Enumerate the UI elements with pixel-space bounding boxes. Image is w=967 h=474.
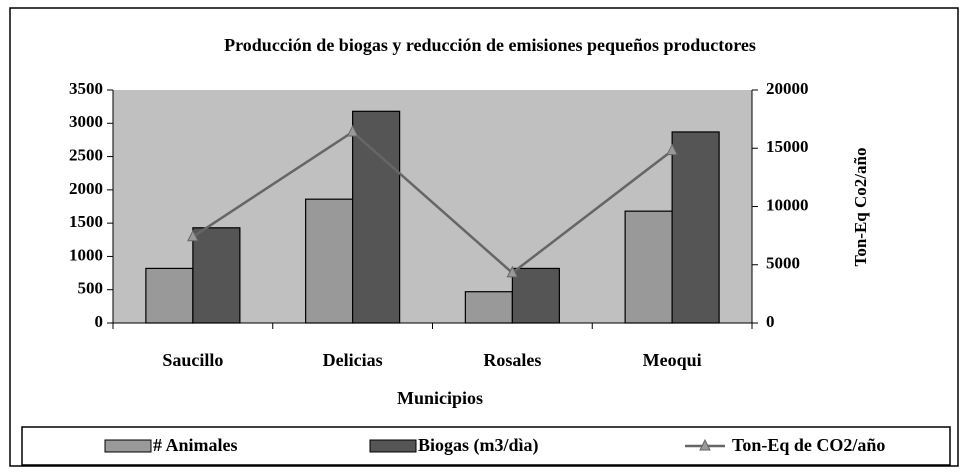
y2-tick-label: 0	[766, 312, 775, 331]
line-marker	[666, 143, 678, 156]
legend-label: # Animales	[153, 435, 238, 455]
x-axis-label: Municipios	[397, 388, 483, 408]
y-tick-label: 3500	[69, 79, 103, 98]
x-tick-label: Rosales	[483, 350, 541, 370]
legend-label: Biogas (m3/dìa)	[418, 435, 539, 456]
y2-tick-label: 20000	[766, 79, 809, 98]
bar	[305, 198, 354, 324]
legend-swatch	[369, 439, 417, 453]
y-tick-label: 1000	[69, 245, 103, 264]
line-marker	[346, 124, 359, 137]
legend-swatch	[104, 439, 152, 453]
bar	[511, 267, 560, 324]
legend-box	[21, 426, 951, 466]
bar	[352, 110, 401, 324]
x-tick-label: Delicias	[323, 350, 383, 370]
y2-tick-label: 15000	[766, 137, 809, 156]
bar	[192, 227, 241, 324]
line	[192, 130, 673, 275]
x-tick-label: Meoqui	[643, 350, 702, 370]
y-tick-label: 2500	[69, 145, 103, 164]
bar	[671, 131, 720, 324]
x-tick-label: Saucillo	[162, 350, 223, 370]
y2-axis-label: Ton-Eq Co2/año	[851, 148, 870, 267]
y-tick-label: 2000	[69, 179, 103, 198]
y-tick-label: 0	[95, 312, 104, 331]
y2-tick-label: 10000	[766, 195, 809, 214]
line-marker	[506, 265, 519, 278]
chart-title: Producción de biogas y reducción de emis…	[224, 35, 756, 55]
legend-label: Ton-Eq de CO2/año	[732, 435, 885, 455]
bar	[464, 291, 513, 324]
line-marker	[187, 229, 199, 242]
y-tick-label: 1500	[69, 212, 103, 231]
y2-tick-label: 5000	[766, 254, 800, 273]
legend-swatch-marker	[699, 438, 711, 451]
y-tick-label: 3000	[69, 112, 103, 131]
bar	[145, 267, 194, 324]
bar	[624, 210, 673, 324]
y-tick-label: 500	[78, 279, 104, 298]
